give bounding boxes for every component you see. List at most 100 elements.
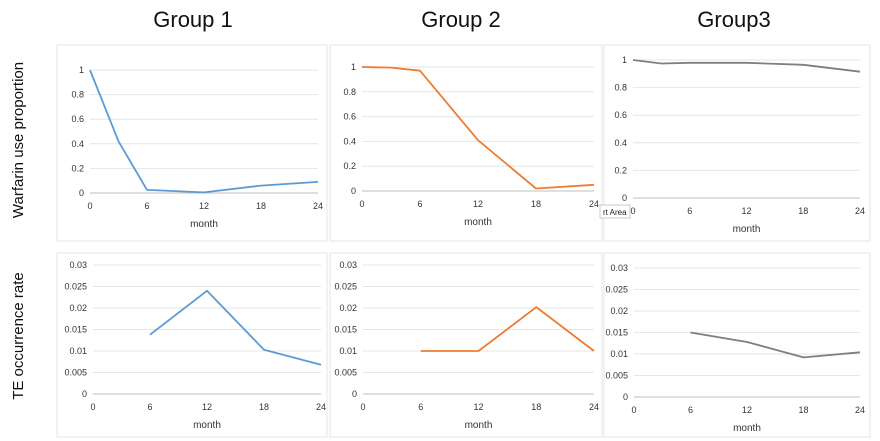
y-tick-label: 0.01 <box>69 346 87 356</box>
x-tick-label: 6 <box>418 402 423 412</box>
y-tick-label: 0.005 <box>605 371 628 381</box>
x-tick-label: 0 <box>87 201 92 211</box>
x-axis-label: month <box>193 420 221 431</box>
y-tick-label: 0.02 <box>610 306 628 316</box>
chart-area-tooltip: rt Area <box>599 204 631 219</box>
group3-title: Group3 <box>697 7 770 32</box>
x-axis-label: month <box>733 224 761 235</box>
x-tick-label: 24 <box>589 199 599 209</box>
x-tick-label: 12 <box>741 206 751 216</box>
y-tick-label: 0.02 <box>69 303 87 313</box>
panel-frame-g1-te <box>56 252 328 438</box>
x-tick-label: 18 <box>798 206 808 216</box>
y-tick-label: 0.025 <box>334 282 357 292</box>
y-tick-label: 1 <box>79 65 84 75</box>
x-tick-label: 12 <box>742 405 752 415</box>
y-tick-label: 0.6 <box>614 110 627 120</box>
series-line <box>361 66 595 190</box>
x-tick-label: 18 <box>798 405 808 415</box>
y-tick-label: 0 <box>351 186 356 196</box>
chart-group2-warfarin: 0 0.2 0.4 0.6 0.8 1 0 6 12 18 24 month <box>343 62 599 228</box>
x-axis-label: month <box>465 420 493 431</box>
x-tick-label: 6 <box>147 402 152 412</box>
y-tick-label: 0.015 <box>64 325 87 335</box>
y-tick-label: 0.4 <box>71 139 84 149</box>
y-tick-label: 0.025 <box>64 282 87 292</box>
y-tick-label: 0.015 <box>605 328 628 338</box>
x-tick-label: 0 <box>630 206 635 216</box>
y-tick-label: 0.03 <box>69 260 87 270</box>
y-tick-label: 0 <box>82 389 87 399</box>
y-tick-label: 0 <box>79 188 84 198</box>
y-tick-label: 0.01 <box>339 346 357 356</box>
x-tick-label: 18 <box>256 201 266 211</box>
y-tick-label: 0.02 <box>339 303 357 313</box>
x-tick-label: 0 <box>90 402 95 412</box>
x-tick-label: 24 <box>855 206 865 216</box>
y-tick-label: 0.8 <box>614 83 627 93</box>
x-tick-label: 0 <box>359 199 364 209</box>
panel-frame-g3-te <box>603 252 871 438</box>
x-tick-label: 0 <box>360 402 365 412</box>
x-tick-label: 24 <box>313 201 323 211</box>
y-tick-label: 0.8 <box>343 87 356 97</box>
x-axis-label: month <box>190 219 218 230</box>
x-tick-label: 6 <box>417 199 422 209</box>
series-line <box>149 289 322 366</box>
y-tick-label: 0.8 <box>71 90 84 100</box>
y-tick-label: 0.4 <box>343 136 356 146</box>
x-tick-label: 12 <box>473 199 483 209</box>
x-tick-label: 0 <box>631 405 636 415</box>
x-tick-label: 18 <box>531 402 541 412</box>
y-tick-label: 0 <box>622 193 627 203</box>
y-tick-label: 0 <box>352 389 357 399</box>
series-line <box>632 59 861 73</box>
x-tick-label: 12 <box>473 402 483 412</box>
tooltip-box <box>599 204 631 219</box>
y-tick-label: 0.01 <box>610 349 628 359</box>
panel-frame-g3-warfarin <box>603 44 871 242</box>
y-tick-label: 0.2 <box>614 165 627 175</box>
x-tick-label: 18 <box>531 199 541 209</box>
row-label-te: TE occurrence rate <box>10 272 27 400</box>
x-tick-label: 6 <box>687 206 692 216</box>
x-tick-label: 18 <box>259 402 269 412</box>
x-tick-label: 6 <box>688 405 693 415</box>
y-tick-label: 1 <box>622 55 627 65</box>
y-tick-label: 0.4 <box>614 138 627 148</box>
tooltip-label: rt Area <box>603 208 627 217</box>
y-tick-label: 0.6 <box>71 114 84 124</box>
series-line <box>690 331 861 359</box>
x-axis-label: month <box>733 423 761 434</box>
group1-title: Group 1 <box>153 7 233 32</box>
x-tick-label: 24 <box>589 402 599 412</box>
y-tick-label: 1 <box>351 62 356 72</box>
x-axis-label: month <box>464 217 492 228</box>
series-line <box>89 69 319 194</box>
y-tick-label: 0 <box>623 392 628 402</box>
chart-group3-te: 0 0.005 0.01 0.015 0.02 0.025 0.03 0 6 12 18 24 mont… <box>605 263 865 434</box>
chart-group1-te: 0 0.005 0.01 0.015 0.02 0.025 0.03 0 6 12 18 24 mont… <box>64 260 326 431</box>
y-tick-label: 0.03 <box>339 260 357 270</box>
y-tick-label: 0.005 <box>64 368 87 378</box>
group2-title: Group 2 <box>421 7 501 32</box>
panel-frame-g2-warfarin <box>329 44 603 242</box>
x-tick-label: 12 <box>199 201 209 211</box>
x-tick-label: 24 <box>855 405 865 415</box>
x-tick-label: 24 <box>316 402 326 412</box>
x-tick-label: 12 <box>202 402 212 412</box>
panel-frame-g1-warfarin <box>56 44 328 242</box>
y-tick-label: 0.6 <box>343 112 356 122</box>
x-tick-label: 6 <box>144 201 149 211</box>
y-tick-label: 0.2 <box>71 163 84 173</box>
y-tick-label: 0.03 <box>610 263 628 273</box>
series-line <box>420 306 595 352</box>
y-tick-label: 0.005 <box>334 368 357 378</box>
chart-group2-te: 0 0.005 0.01 0.015 0.02 0.025 0.03 0 6 12 18 24 mont… <box>334 260 599 431</box>
y-tick-label: 0.015 <box>334 325 357 335</box>
y-tick-label: 0.2 <box>343 161 356 171</box>
panel-frame-g2-te <box>329 252 603 438</box>
chart-group3-warfarin: 0 0.2 0.4 0.6 0.8 1 0 6 12 18 24 month <box>614 55 865 235</box>
y-tick-label: 0.025 <box>605 285 628 295</box>
